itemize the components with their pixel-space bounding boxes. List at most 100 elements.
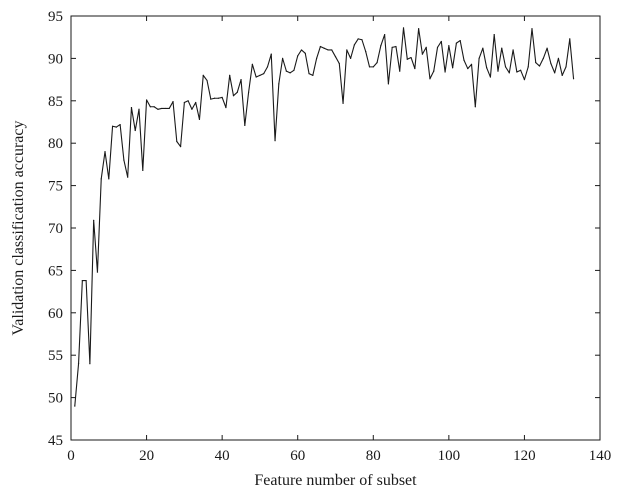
data-point <box>304 52 306 54</box>
data-point <box>527 66 529 68</box>
y-tick-label: 70 <box>48 221 63 237</box>
data-point <box>289 72 291 74</box>
data-point <box>100 178 102 180</box>
data-point <box>421 53 424 55</box>
data-point <box>138 108 140 110</box>
data-point <box>319 45 321 48</box>
data-point <box>486 67 488 69</box>
data-point <box>361 39 363 41</box>
data-point <box>77 363 80 365</box>
data-point <box>119 123 121 126</box>
data-point <box>402 27 405 29</box>
data-point <box>436 46 439 48</box>
x-axis-title: Feature number of subset <box>254 472 417 489</box>
data-point <box>452 67 454 69</box>
data-point <box>535 62 537 64</box>
data-point <box>213 97 216 99</box>
data-point <box>429 78 431 80</box>
x-tick-label: 40 <box>215 448 230 464</box>
data-point <box>259 74 261 76</box>
data-point <box>395 45 397 48</box>
data-point <box>380 45 382 47</box>
data-point <box>202 74 204 76</box>
data-point <box>191 108 193 110</box>
data-point <box>187 100 189 102</box>
data-point <box>278 83 280 85</box>
data-point <box>455 42 458 44</box>
data-point <box>368 66 371 68</box>
ticks-layer: 0 20 40 60 80 100 120 140 45 50 55 60 65 70 75 80 85 90 95 <box>48 9 611 464</box>
data-point <box>489 76 492 78</box>
data-point <box>410 56 412 59</box>
data-point <box>176 140 178 143</box>
data-point <box>342 102 344 104</box>
data-point <box>440 40 442 43</box>
data-point <box>247 91 250 93</box>
data-point <box>470 63 473 65</box>
data-point <box>293 69 295 71</box>
y-tick-label: 50 <box>48 391 63 407</box>
y-tick-label: 85 <box>48 94 63 110</box>
data-point <box>504 66 507 68</box>
y-tick-label: 45 <box>48 433 63 449</box>
data-point <box>263 73 265 75</box>
data-point <box>266 66 269 68</box>
data-point <box>372 66 374 68</box>
data-point <box>448 45 450 47</box>
data-point <box>331 49 333 51</box>
data-point <box>300 49 303 51</box>
y-tick-label: 80 <box>48 136 63 152</box>
data-point <box>172 101 174 103</box>
data-point <box>255 76 257 78</box>
data-point <box>270 53 272 55</box>
data-point <box>217 97 219 99</box>
data-point <box>285 70 287 72</box>
data-point <box>520 69 522 71</box>
data-point <box>157 108 159 110</box>
data-point <box>108 178 110 180</box>
y-tick-label: 75 <box>48 179 63 195</box>
data-point <box>384 34 386 36</box>
data-point <box>240 79 242 81</box>
data-point <box>327 49 329 51</box>
data-point <box>542 57 544 60</box>
data-point <box>244 124 246 126</box>
data-point <box>554 72 556 74</box>
y-tick-label: 65 <box>48 263 63 279</box>
data-point <box>206 79 208 82</box>
data-point <box>236 91 238 93</box>
data-point <box>229 74 231 76</box>
data-point <box>561 74 563 76</box>
data-point <box>225 106 227 109</box>
data-point <box>459 39 461 42</box>
data-point <box>497 70 499 72</box>
data-point <box>142 169 144 171</box>
data-point <box>508 72 510 74</box>
x-tick-label: 100 <box>438 448 461 464</box>
data-point <box>96 271 99 273</box>
data-point <box>308 73 310 75</box>
data-point <box>334 56 337 58</box>
data-point <box>474 106 476 108</box>
plot-area <box>71 16 600 440</box>
data-point <box>569 38 571 40</box>
data-point <box>346 49 348 51</box>
data-point <box>127 176 129 178</box>
data-point <box>323 47 325 49</box>
x-tick-label: 120 <box>513 448 536 464</box>
data-point <box>81 279 83 282</box>
data-point <box>74 405 76 407</box>
data-point <box>179 145 182 148</box>
data-point <box>433 70 435 72</box>
data-point <box>414 67 416 70</box>
data-point <box>425 46 427 48</box>
data-point <box>145 99 148 101</box>
data-point <box>316 57 318 60</box>
data-point <box>353 44 355 46</box>
data-layer <box>74 27 575 407</box>
data-point <box>501 47 503 49</box>
x-tick-label: 20 <box>139 448 154 464</box>
data-point <box>198 118 201 121</box>
data-point <box>538 65 541 67</box>
data-point <box>357 38 359 40</box>
